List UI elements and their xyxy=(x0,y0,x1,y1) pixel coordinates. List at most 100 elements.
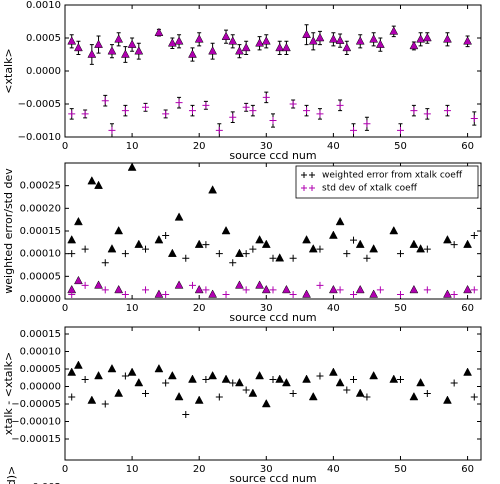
triangle-marker xyxy=(308,36,318,45)
triangle-marker xyxy=(463,367,472,376)
plus-marker xyxy=(350,236,358,244)
x-tick-label: 20 xyxy=(193,141,206,152)
x-tick-label: 30 xyxy=(260,303,273,314)
triangle-marker xyxy=(355,36,365,45)
triangle-marker xyxy=(208,185,218,194)
triangle-marker xyxy=(275,253,285,262)
plus-marker xyxy=(215,126,223,134)
triangle-marker xyxy=(174,212,184,221)
plus-marker xyxy=(470,115,478,123)
legend-marker xyxy=(309,185,315,191)
plus-marker xyxy=(101,97,109,105)
triangle-marker xyxy=(302,29,311,38)
triangle-marker xyxy=(94,280,103,289)
x-tick-label: 20 xyxy=(193,464,206,475)
triangle-marker xyxy=(208,46,218,55)
plus-marker xyxy=(68,250,76,258)
triangle-marker xyxy=(235,248,244,257)
plus-marker xyxy=(269,254,277,262)
y-tick-label: −0.00005 xyxy=(11,399,61,410)
y-tick-label: −0.00015 xyxy=(11,434,61,445)
x-tick-label: 10 xyxy=(126,464,139,475)
triangle-marker xyxy=(463,284,472,294)
x-tick-label: 20 xyxy=(193,303,206,314)
y-tick-label: 0.00000 xyxy=(20,294,61,305)
triangle-marker xyxy=(328,230,338,239)
plus-marker xyxy=(289,290,297,298)
x-tick-label: 50 xyxy=(394,464,407,475)
plus-marker xyxy=(142,245,150,253)
y-tick-label: 0.00005 xyxy=(20,364,61,375)
triangle-marker xyxy=(208,289,218,298)
plus-marker xyxy=(242,386,250,394)
plus-marker xyxy=(316,245,324,253)
triangle-marker xyxy=(416,34,426,43)
plus-marker xyxy=(350,376,358,383)
plus-marker xyxy=(121,250,129,258)
x-axis-label: source ccd num xyxy=(229,311,316,324)
y-tick-label: −0.0010 xyxy=(18,132,61,143)
triangle-marker xyxy=(194,34,204,43)
x-tick-label: 50 xyxy=(394,141,407,152)
legend-marker xyxy=(309,172,315,178)
plus-marker xyxy=(229,259,237,267)
plus-marker xyxy=(182,411,190,418)
legend-label: weighted error from xtalk coeff xyxy=(322,171,463,181)
plus-marker xyxy=(470,393,478,401)
plus-marker xyxy=(269,117,277,124)
plus-marker xyxy=(162,110,170,118)
plus-marker xyxy=(249,245,257,253)
x-tick-label: 10 xyxy=(126,141,139,152)
plus-marker xyxy=(215,250,223,258)
triangle-marker xyxy=(255,38,264,47)
triangle-marker xyxy=(355,388,365,397)
plus-marker xyxy=(249,107,257,115)
triangle-marker xyxy=(221,374,231,383)
triangle-marker xyxy=(154,289,164,298)
triangle-marker xyxy=(221,225,231,235)
y-tick-label: 0.00025 xyxy=(20,181,61,192)
triangle-marker xyxy=(308,244,318,253)
y-tick-label: 0.00020 xyxy=(20,203,61,214)
plus-marker xyxy=(81,110,89,118)
triangle-marker xyxy=(114,34,124,43)
triangle-marker xyxy=(261,284,271,294)
triangle-marker xyxy=(443,34,452,43)
triangle-marker xyxy=(261,239,271,248)
triangle-marker xyxy=(255,235,264,244)
plus-marker xyxy=(101,286,109,294)
triangle-marker xyxy=(188,49,197,58)
plus-marker xyxy=(470,232,478,240)
plus-marker xyxy=(68,393,76,401)
x-tick-label: 60 xyxy=(461,303,474,314)
triangle-marker xyxy=(275,42,285,52)
triangle-marker xyxy=(443,235,452,244)
y-tick-label: 0.00010 xyxy=(20,347,61,358)
triangle-marker xyxy=(94,39,103,48)
y-tick-label: −0.00010 xyxy=(11,417,61,428)
triangle-marker xyxy=(228,36,238,45)
triangle-marker xyxy=(355,284,365,294)
triangle-marker xyxy=(463,36,472,45)
plus-marker xyxy=(410,107,418,115)
triangle-marker xyxy=(74,275,83,285)
triangle-marker xyxy=(74,216,83,226)
x-tick-label: 40 xyxy=(327,141,340,152)
plus-marker xyxy=(222,290,230,298)
x-tick-label: 60 xyxy=(461,141,474,152)
plus-marker xyxy=(175,99,183,107)
x-tick-label: 30 xyxy=(260,464,273,475)
triangle-marker xyxy=(282,284,291,294)
y-axis-label: <xtalk> xyxy=(2,48,15,93)
triangle-marker xyxy=(94,370,103,380)
triangle-marker xyxy=(422,32,432,42)
plus-marker xyxy=(242,103,250,111)
triangle-marker xyxy=(221,31,231,40)
plus-marker xyxy=(215,393,223,401)
triangle-marker xyxy=(74,42,83,52)
x-tick-label: 0 xyxy=(62,303,68,314)
plus-marker xyxy=(336,286,344,294)
triangle-marker xyxy=(154,235,164,244)
triangle-marker xyxy=(409,284,419,294)
plus-marker xyxy=(316,281,324,289)
